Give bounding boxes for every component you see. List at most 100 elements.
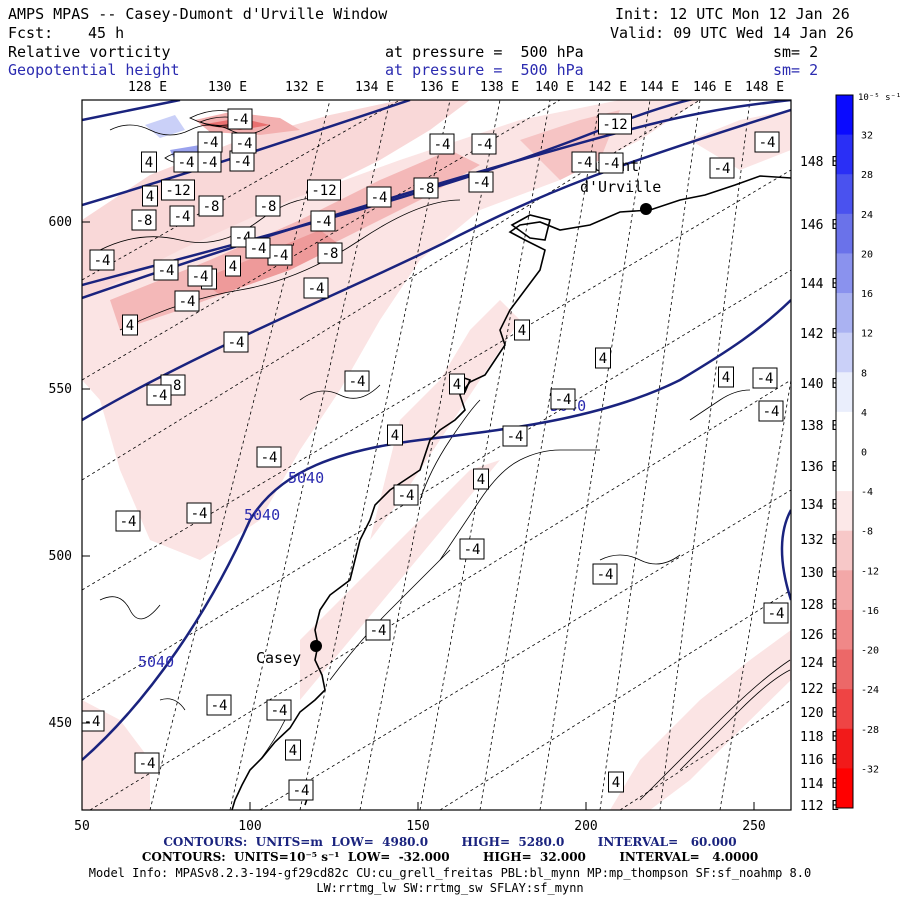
x-tick-label: 50 (74, 819, 90, 830)
lon-label: 142 E (588, 80, 627, 95)
vorticity-label-box (459, 538, 485, 560)
colorbar-level: -20 (861, 646, 879, 657)
vorticity-label: -4 (178, 155, 195, 171)
field1-name: Relative vorticity (8, 43, 171, 61)
lat-label: 130 E (800, 566, 839, 581)
vorticity-label-box (393, 484, 419, 506)
vorticity-label: -4 (94, 253, 111, 269)
lat-label: 118 E (800, 730, 839, 745)
lat-label: 134 E (800, 498, 839, 513)
y-tick-label: 600 (49, 215, 72, 230)
vorticity-label: -4 (174, 209, 191, 225)
model-info: Model Info: MPASv8.2.3-194-gf29cd82c CU:… (88, 866, 812, 880)
vorticity-label-box (514, 319, 530, 341)
vorticity-label-box (468, 171, 494, 193)
vorticity-label-box (174, 290, 200, 312)
field2-name: Geopotential height (8, 61, 180, 79)
vorticity-label: -4 (202, 135, 219, 151)
station-name: Casey (256, 649, 301, 667)
colorbar-unit: 10⁻⁵ s⁻¹ (858, 93, 900, 103)
lat-label: 128 E (800, 598, 839, 613)
vorticity-label-box (142, 185, 158, 207)
vorticity-label-box (763, 602, 789, 624)
forecast-label: Fcst: (8, 24, 54, 42)
vorticity-label: 4 (126, 318, 134, 334)
colorbar-swatch (836, 768, 853, 809)
vorticity-label: -4 (398, 488, 415, 504)
vorticity-label: -4 (371, 190, 388, 206)
station-marker (310, 640, 322, 652)
vorticity-label-box (134, 752, 160, 774)
vorticity-label-box (598, 113, 632, 135)
vorticity-label: -4 (211, 698, 228, 714)
field2-smoothing: sm= 2 (773, 61, 819, 79)
lat-label: 124 E (800, 656, 839, 671)
colorbar-swatch (836, 530, 853, 571)
lat-label: 112 E (800, 799, 839, 814)
vorticity-label-box (161, 179, 195, 201)
vorticity-label-box (115, 510, 141, 532)
vorticity-label: -4 (234, 154, 251, 170)
vorticity-label-box (186, 502, 212, 524)
vorticity-label: -4 (597, 567, 614, 583)
vorticity-label: -4 (714, 161, 731, 177)
colorbar-swatch (836, 609, 853, 651)
colorbar-level: 16 (861, 289, 873, 300)
vorticity-label-box (571, 151, 597, 173)
vorticity-label: -4 (370, 623, 387, 639)
colorbar-swatch (836, 174, 853, 215)
colorbar-swatch (836, 293, 853, 334)
lon-label: 130 E (208, 80, 247, 95)
vorticity-label-box (758, 400, 784, 422)
vorticity-label: -4 (201, 155, 218, 171)
vorticity-label: 4 (518, 323, 526, 339)
vorticity-label: -4 (507, 429, 524, 445)
colorbar-swatch (836, 689, 853, 730)
colorbar-level: -4 (861, 487, 873, 498)
lon-label: 136 E (420, 80, 459, 95)
lon-label: 134 E (355, 80, 394, 95)
vorticity-label-box (173, 151, 199, 173)
vorticity-label-box (245, 237, 271, 259)
vorticity-label: -4 (434, 137, 451, 153)
vorticity-label: -8 (203, 199, 220, 215)
vorticity-label-box (141, 151, 157, 173)
vorticity-label: -4 (757, 371, 774, 387)
vorticity-label-box (303, 277, 329, 299)
colorbar-level: -8 (861, 527, 873, 538)
vorticity-label: -8 (136, 213, 153, 229)
y-axis: 600 550 500 450 (49, 215, 90, 731)
colorbar-swatch (836, 728, 853, 769)
lon-label: 148 E (745, 80, 784, 95)
colorbar-level: -32 (861, 764, 879, 775)
colorbar-level: 28 (861, 170, 873, 181)
vorticity-label: -4 (261, 450, 278, 466)
vorticity-label-box (146, 384, 172, 406)
vorticity-label-box (550, 388, 576, 410)
vorticity-label: -4 (476, 137, 493, 153)
colorbar-level: 20 (861, 249, 873, 260)
vorticity-label-box (153, 259, 179, 281)
vorticity-label: -4 (576, 155, 593, 171)
colorbar-level: 4 (861, 408, 867, 419)
vorticity-label: 4 (477, 472, 485, 488)
vorticity-label: 4 (612, 775, 620, 791)
lat-label: 138 E (800, 419, 839, 434)
vorticity-label-box (256, 446, 282, 468)
colorbar-swatch (836, 134, 853, 175)
lon-label: 144 E (640, 80, 679, 95)
lat-label: 140 E (800, 377, 839, 392)
colorbar-level: -28 (861, 725, 879, 736)
vorticity-label: -4 (768, 606, 785, 622)
vorticity-label: -12 (602, 117, 627, 133)
vorticity-label-box (471, 133, 497, 155)
plot-title: AMPS MPAS -- Casey-Dumont d'Urville Wind… (8, 5, 388, 23)
lat-label: 148 E (800, 155, 839, 170)
vorticity-label-box (595, 347, 611, 369)
lat-label: 144 E (800, 277, 839, 292)
lat-label: 142 E (800, 327, 839, 342)
vorticity-label: -4 (151, 388, 168, 404)
vorticity-label: -4 (191, 506, 208, 522)
vorticity-label: -4 (250, 241, 267, 257)
vorticity-labels: -4 -4 -4 -12 -8 -8 -8 -4 -4 -4 4 4 -8 -12 -4 -8 -4 -4 -4 -1… (82, 108, 789, 801)
